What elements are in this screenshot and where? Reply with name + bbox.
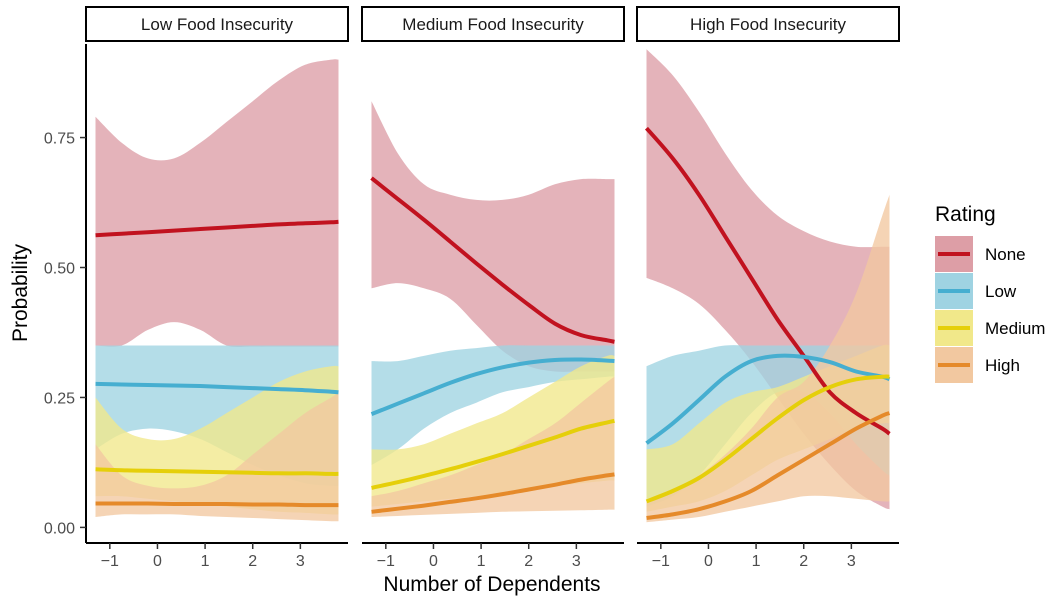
strip-background <box>361 6 625 42</box>
x-tick-label: 3 <box>572 553 581 570</box>
y-tick-label: 0.50 <box>44 261 75 278</box>
panel-title: High Food Insecurity <box>690 15 846 34</box>
fit-line-none <box>370 176 615 344</box>
strip-background <box>636 6 900 42</box>
fit-line-low <box>370 357 615 416</box>
legend-label-medium: Medium <box>985 319 1045 338</box>
panel-title: Low Food Insecurity <box>141 15 294 34</box>
fit-line-none <box>644 126 891 436</box>
confidence-band-low <box>371 345 615 465</box>
legend-keys: None Low Medium High <box>935 236 1045 383</box>
y-tick-label: 0.75 <box>44 131 75 148</box>
x-tick-label: 3 <box>296 553 305 570</box>
panel-low-food-insecurity: Low Food Insecurity <box>85 6 349 522</box>
confidence-band-high <box>371 376 615 517</box>
y-tick-label: 0.25 <box>44 390 75 407</box>
x-tick-label: 1 <box>201 553 210 570</box>
confidence-bands <box>371 101 615 517</box>
legend-label-high: High <box>985 356 1020 375</box>
y-tick-label: 0.00 <box>44 520 75 537</box>
x-tick-label: 0 <box>704 553 713 570</box>
x-tick-label: 2 <box>799 553 808 570</box>
x-axis-title: Number of Dependents <box>383 573 600 596</box>
fit-lines <box>370 176 615 514</box>
panel-high-food-insecurity: High Food Insecurity <box>636 6 900 523</box>
legend-label-low: Low <box>985 282 1017 301</box>
fit-line-medium <box>371 418 615 490</box>
fit-line-medium <box>645 374 890 504</box>
fit-line-low <box>95 381 339 395</box>
x-tick-label: −1 <box>101 553 119 570</box>
fit-line-high <box>646 411 891 520</box>
fit-lines <box>644 126 891 520</box>
confidence-bands <box>646 49 890 523</box>
fit-line-none <box>95 219 339 238</box>
strip-background <box>85 6 349 42</box>
y-axis-title: Probability <box>9 243 32 342</box>
x-tick-label: 2 <box>524 553 533 570</box>
x-tick-label: 3 <box>847 553 856 570</box>
fit-line-high <box>95 501 339 508</box>
x-tick-label: 1 <box>477 553 486 570</box>
confidence-bands <box>95 59 339 522</box>
x-tick-label: 0 <box>429 553 438 570</box>
fit-lines <box>95 219 339 508</box>
legend-title: Rating <box>935 203 996 226</box>
panel-title: Medium Food Insecurity <box>402 15 584 34</box>
confidence-band-high <box>646 194 890 523</box>
confidence-band-none <box>95 59 339 348</box>
axes: 0.00 0.25 0.50 0.75 −1 0 1 2 3 −1 0 1 2 3 −1 0 1 2 3 <box>44 44 899 570</box>
x-tick-label: 1 <box>752 553 761 570</box>
panel-medium-food-insecurity: Medium Food Insecurity <box>361 6 625 517</box>
legend-label-none: None <box>985 245 1026 264</box>
legend: Rating None Low Medium High <box>935 203 1045 383</box>
fit-line-medium <box>95 467 339 476</box>
fit-line-high <box>371 472 615 514</box>
x-tick-label: −1 <box>377 553 395 570</box>
confidence-band-none <box>371 101 615 372</box>
confidence-band-high <box>95 392 339 522</box>
x-tick-label: 0 <box>153 553 162 570</box>
x-tick-label: 2 <box>248 553 257 570</box>
fit-line-low <box>645 353 891 445</box>
x-tick-label: −1 <box>652 553 670 570</box>
